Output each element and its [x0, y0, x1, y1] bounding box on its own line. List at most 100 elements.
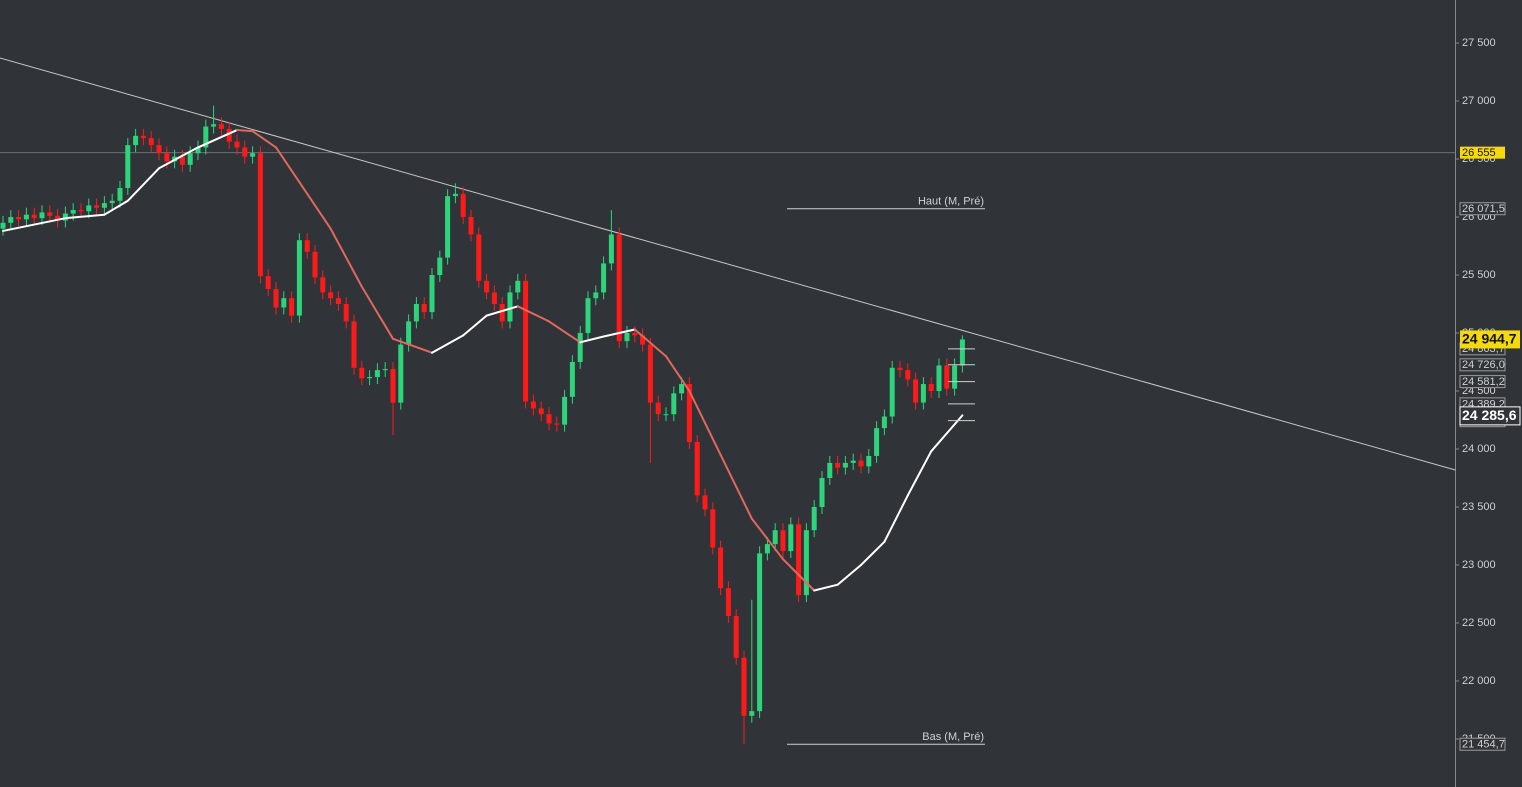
candle-body [655, 402, 661, 415]
candle-body [78, 210, 84, 212]
moving-average [298, 181, 332, 230]
candle-body [94, 205, 100, 208]
candle-body [367, 377, 373, 379]
candle-body [109, 200, 115, 204]
moving-average [860, 540, 886, 566]
candle-body [16, 217, 22, 220]
candle-body [850, 460, 856, 463]
candle-body [913, 379, 919, 403]
candle-body [554, 423, 560, 425]
candle-body [796, 524, 802, 596]
moving-average [197, 129, 238, 149]
y-tick-label: 22 500 [1462, 617, 1496, 629]
candle-body [632, 333, 638, 336]
candle-body [156, 145, 162, 154]
moving-average [103, 199, 129, 216]
candle-body [164, 153, 170, 162]
candle-body [265, 276, 271, 289]
candle-body [507, 292, 513, 322]
candle-body [296, 240, 302, 316]
candle-body [468, 217, 474, 235]
crosshair-tag: 26 555 [1462, 147, 1496, 159]
moving-average [392, 337, 433, 354]
y-tick-label: 27 500 [1462, 37, 1496, 49]
candle-body [429, 275, 435, 313]
candle-body [226, 128, 232, 142]
candle-body [686, 384, 692, 443]
candle-body [62, 213, 68, 221]
moving-average [665, 355, 691, 393]
candle-body [312, 251, 318, 278]
candle-body [39, 212, 45, 219]
moving-average [602, 328, 636, 338]
candle-body [663, 414, 669, 416]
candle-body [881, 416, 887, 429]
candle-body [608, 234, 614, 264]
moving-average [548, 320, 582, 344]
level-tag: 24 944,7 [1462, 331, 1517, 347]
candle-body [725, 588, 731, 617]
candle-body [741, 657, 747, 716]
candle-body [944, 365, 950, 389]
level-tag-box [1459, 358, 1506, 372]
level-tag-box [1459, 406, 1521, 426]
candle-body [772, 530, 778, 545]
moving-average [126, 167, 160, 202]
candle-body [616, 234, 622, 342]
candle-body [601, 263, 607, 293]
candle-body [437, 257, 443, 276]
candle-body [842, 462, 848, 468]
candle-body [803, 530, 809, 596]
candle-body [764, 544, 770, 554]
moving-average [782, 558, 816, 592]
candle-body [569, 362, 575, 397]
candle-body [928, 384, 934, 392]
candle-body [827, 462, 833, 478]
candle-body [328, 292, 334, 299]
candle-body [335, 298, 341, 305]
y-tick-label: 24 000 [1462, 443, 1496, 455]
candle-body [398, 344, 404, 403]
moving-average [813, 583, 839, 592]
level-tag-box [1460, 330, 1520, 349]
moving-average [275, 146, 301, 184]
candle-body [694, 442, 700, 496]
moving-average [883, 494, 909, 543]
reference-tag-box [1459, 202, 1506, 216]
moving-average [688, 390, 722, 456]
candle-body [242, 147, 248, 157]
moving-average [329, 227, 363, 288]
candle-body [936, 365, 942, 392]
candle-body [452, 193, 458, 197]
candle-body [710, 509, 716, 548]
candle-body [351, 321, 357, 368]
candle-body [905, 370, 911, 380]
candle-body [148, 138, 154, 146]
level-tag-box [1459, 375, 1506, 389]
candle-body [959, 339, 965, 366]
candle-body [289, 298, 295, 316]
moving-average [431, 334, 465, 354]
moving-average [719, 453, 753, 520]
moving-average [360, 285, 394, 340]
candle-body [889, 367, 895, 417]
candle-body [624, 333, 630, 342]
candle-body [31, 214, 37, 219]
candle-body [8, 217, 14, 223]
reference-tag: 26 071,5 [1462, 203, 1505, 215]
candle-body [445, 196, 451, 258]
moving-average [236, 129, 254, 133]
moving-average [836, 563, 862, 586]
moving-average [906, 450, 933, 497]
candle-body [211, 124, 217, 127]
moving-average [158, 146, 199, 170]
candle-body [218, 124, 224, 129]
candle-body [179, 156, 185, 165]
y-tick-label: 25 500 [1462, 269, 1496, 281]
candle-body [585, 298, 591, 334]
candle-body [788, 524, 794, 552]
moving-average [462, 314, 488, 337]
candle-body [406, 321, 412, 345]
